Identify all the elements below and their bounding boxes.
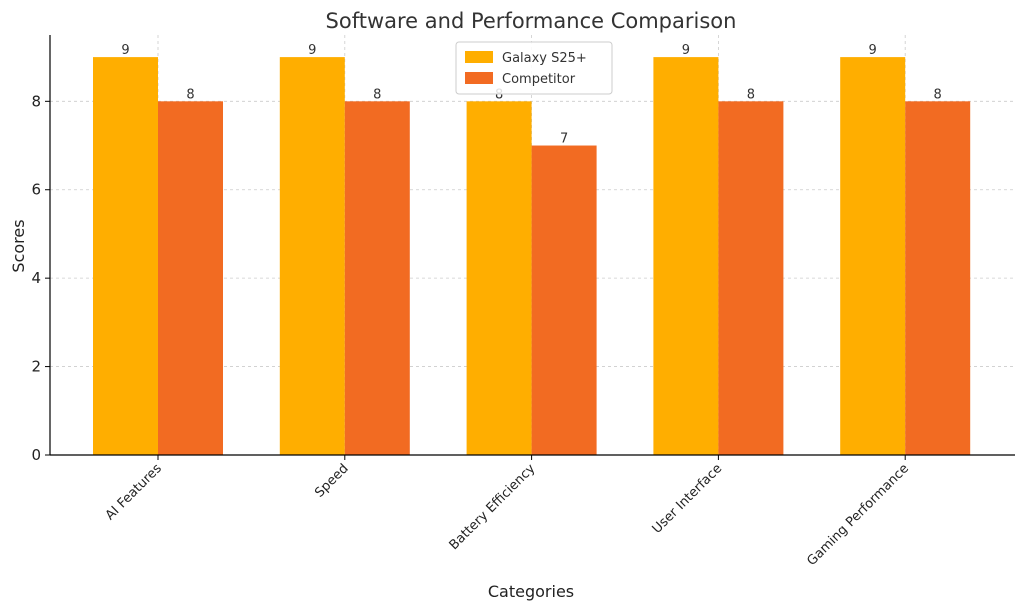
bar-value-label: 7: [560, 132, 568, 147]
chart-title: Software and Performance Comparison: [326, 9, 737, 33]
bar-value-label: 9: [308, 43, 316, 58]
x-tick-label: AI Features: [103, 461, 165, 523]
bar-competitor: [531, 145, 597, 456]
legend: Galaxy S25+ Competitor: [455, 41, 613, 95]
legend-swatch: [465, 51, 493, 63]
y-tick-label: 4: [31, 269, 41, 287]
legend-label: Galaxy S25+: [502, 51, 587, 66]
y-tick-label: 2: [31, 358, 41, 376]
y-tick-label: 8: [31, 92, 41, 110]
legend-box: [455, 41, 613, 95]
x-tick-label: User Interface: [650, 461, 726, 537]
bar-competitor: [158, 101, 223, 455]
bar-galaxy-s25plus: [840, 57, 906, 456]
legend-swatch: [465, 72, 493, 84]
x-axis-label: Categories: [488, 582, 574, 601]
bar-galaxy-s25plus: [279, 57, 345, 456]
data-labels: 9 9 8 9 9 8 8 7 8 8: [121, 43, 941, 146]
bar-galaxy-s25plus: [466, 101, 532, 455]
bar-competitor: [718, 101, 784, 455]
bar-value-label: 9: [682, 43, 690, 58]
x-tick-label: Speed: [312, 461, 351, 500]
bar-value-label: 8: [747, 87, 755, 102]
x-tick-label: Gaming Performance: [804, 461, 912, 569]
bar-galaxy-s25plus: [93, 57, 158, 456]
y-axis-label: Scores: [9, 219, 28, 272]
bar-value-label: 8: [373, 87, 381, 102]
bar-value-label: 8: [186, 87, 194, 102]
bar-competitor: [905, 101, 971, 455]
bar-value-label: 9: [869, 43, 877, 58]
bar-value-label: 9: [121, 43, 129, 58]
y-tick-label: 6: [31, 181, 41, 199]
bar-value-label: 8: [495, 87, 503, 102]
y-tick-label: 0: [31, 446, 41, 464]
bar-galaxy-s25plus: [653, 57, 719, 456]
bar-value-label: 8: [934, 87, 942, 102]
bar-competitor: [344, 101, 410, 455]
x-tick-label: Battery Efficiency: [447, 461, 539, 553]
bars: [93, 57, 971, 456]
legend-label: Competitor: [502, 72, 576, 87]
